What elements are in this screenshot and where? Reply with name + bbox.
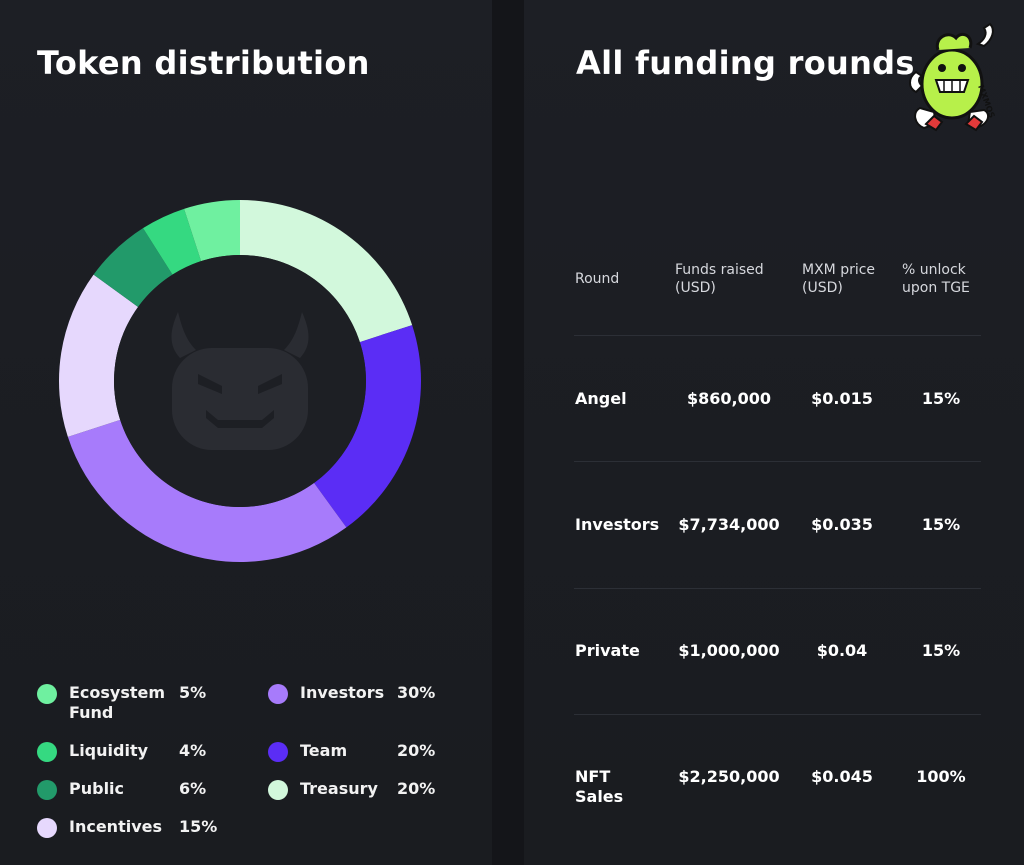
legend-item-treasury: Treasury 20% (268, 777, 447, 817)
legend-swatch (268, 684, 288, 704)
row-divider (574, 714, 981, 715)
legend-percent: 6% (179, 779, 207, 798)
donut-slice-treasury (240, 200, 413, 343)
donut-chart (58, 200, 422, 562)
legend-label: Public (69, 779, 125, 798)
cell-funds-raised: $1,000,000 (678, 641, 780, 660)
donut-slice-investors (67, 419, 347, 562)
header-round: Round (575, 271, 620, 287)
cell-unlock-percent: 100% (916, 767, 966, 786)
cell-funds-raised: $2,250,000 (678, 767, 780, 786)
legend-item-incentives: Incentives 15% (37, 815, 229, 855)
chart-legend: Ecosystem Fund 5% Liquidity 4% Public 6% Incen… (0, 0, 492, 865)
donut-slice-liquidity (143, 208, 202, 275)
donut-slice-incentives (58, 274, 139, 437)
header-mxm-price: MXM price (USD) (802, 262, 876, 296)
cell-mxm-price: $0.035 (811, 515, 873, 534)
legend-swatch (268, 742, 288, 762)
cell-funds-raised: $860,000 (686, 389, 771, 408)
legend-swatch (37, 818, 57, 838)
legend-label: Treasury (300, 779, 378, 798)
legend-percent: 30% (397, 683, 436, 702)
cell-unlock-percent: 15% (921, 641, 961, 660)
legend-percent: 5% (179, 683, 207, 702)
legend-swatch (37, 780, 57, 800)
row-divider (574, 588, 981, 589)
legend-label: Team (300, 741, 348, 760)
cell-mxm-price: $0.045 (811, 767, 873, 786)
legend-swatch (37, 684, 57, 704)
legend-swatch (37, 742, 57, 762)
cell-mxm-price: $0.015 (811, 389, 873, 408)
token-distribution-panel: Token distribution Ecosystem Fund 5% Liqui… (0, 0, 492, 865)
donut-slice-ecosystem-fund (184, 200, 240, 262)
legend-label: Ecosystem Fund (69, 683, 166, 722)
legend-percent: 20% (397, 741, 436, 760)
cell-mxm-price: $0.04 (816, 641, 868, 660)
legend-swatch (268, 780, 288, 800)
devil-logo-icon (171, 312, 309, 450)
token-distribution-title: Token distribution (37, 44, 370, 82)
funding-rounds-title: All funding rounds (576, 44, 915, 82)
row-divider (574, 335, 981, 336)
donut-slice-team (314, 325, 422, 528)
legend-label: Liquidity (69, 741, 149, 760)
legend-percent: 20% (397, 779, 436, 798)
cell-round-name: NFT Sales (575, 767, 624, 806)
mascot-sticker-icon: MXMOS (909, 22, 997, 132)
legend-item-public: Public 6% (37, 777, 229, 817)
funding-rounds-panel: All funding rounds MXMOS Round Funds rais… (524, 0, 1024, 865)
legend-item-investors: Investors 30% (268, 681, 447, 721)
legend-percent: 4% (179, 741, 207, 760)
cell-round-name: Investors (575, 515, 660, 534)
cell-unlock-percent: 15% (921, 515, 961, 534)
legend-item-ecosystem-fund: Ecosystem Fund 5% (37, 681, 229, 722)
legend-percent: 15% (179, 817, 218, 836)
cell-unlock-percent: 15% (921, 389, 961, 408)
legend-item-team: Team 20% (268, 739, 447, 779)
cell-round-name: Private (575, 641, 640, 660)
cell-funds-raised: $7,734,000 (678, 515, 780, 534)
legend-label: Incentives (69, 817, 163, 836)
legend-item-liquidity: Liquidity 4% (37, 739, 229, 779)
donut-slice-public (93, 228, 173, 307)
legend-label: Investors (300, 683, 385, 702)
header-unlock: % unlock upon TGE (902, 262, 970, 296)
cell-round-name: Angel (575, 389, 627, 408)
row-divider (574, 461, 981, 462)
header-funds-raised: Funds raised (USD) (675, 262, 764, 296)
